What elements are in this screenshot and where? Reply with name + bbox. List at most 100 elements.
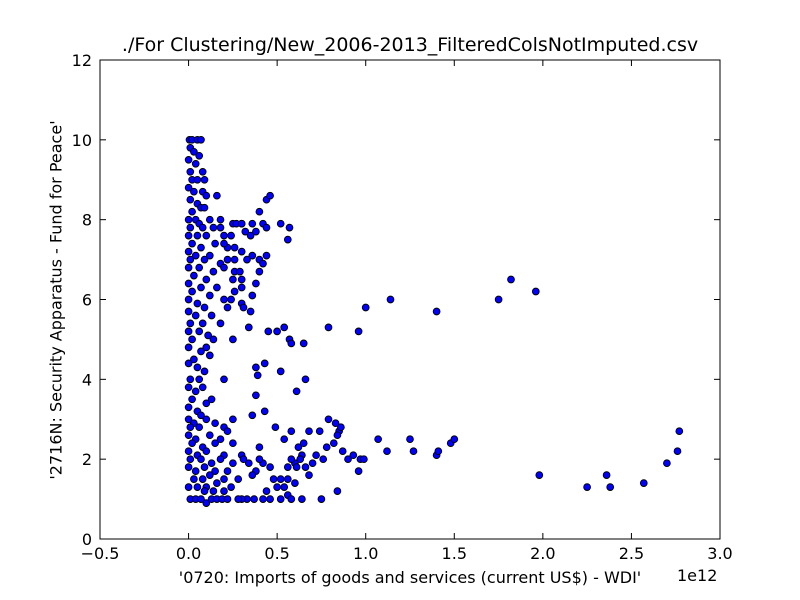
data-point: [184, 383, 193, 392]
data-point: [186, 255, 195, 264]
data-point: [606, 483, 615, 491]
data-point: [234, 495, 243, 503]
data-point: [531, 287, 540, 296]
data-point: [191, 159, 200, 168]
data-point: [663, 459, 671, 468]
data-point: [195, 263, 204, 272]
data-point: [193, 483, 202, 491]
data-point: [639, 479, 648, 487]
data-point: [329, 439, 338, 448]
data-point: [322, 443, 331, 452]
data-point: [213, 283, 221, 292]
data-point: [193, 231, 202, 240]
data-point: [190, 475, 198, 483]
data-point: [287, 455, 296, 464]
data-point: [184, 343, 193, 352]
data-point: [190, 355, 198, 364]
data-point: [220, 231, 228, 240]
data-point: [191, 387, 200, 396]
data-point: [193, 299, 202, 308]
data-point: [200, 367, 209, 376]
data-point: [276, 475, 285, 483]
data-point: [184, 247, 193, 256]
data-point: [229, 415, 237, 424]
data-point: [190, 147, 198, 156]
data-point: [197, 347, 205, 356]
data-point: [252, 363, 260, 372]
data-point: [331, 419, 340, 428]
data-point: [324, 323, 333, 332]
data-point: [337, 423, 345, 432]
data-point: [209, 335, 218, 344]
x-tick-label: −0.5: [81, 544, 120, 563]
data-point: [202, 275, 211, 284]
data-point: [287, 495, 296, 503]
data-point: [197, 455, 205, 464]
data-point: [344, 455, 352, 464]
data-point: [202, 415, 211, 424]
data-point: [188, 439, 196, 448]
data-point: [244, 459, 253, 468]
data-point: [223, 255, 232, 264]
data-point: [296, 455, 305, 464]
data-point: [200, 255, 209, 264]
data-point: [200, 175, 209, 184]
data-point: [223, 495, 232, 503]
data-point: [535, 471, 544, 479]
data-point: [246, 307, 255, 316]
data-point: [260, 407, 269, 416]
data-point: [184, 431, 193, 440]
x-axis-label: '0720: Imports of goods and services (cu…: [178, 568, 642, 587]
data-point: [229, 439, 237, 448]
chart-title: ./For Clustering/New_2006-2013_FilteredC…: [121, 34, 699, 56]
data-point: [349, 451, 358, 460]
y-tick-label: 8: [82, 211, 92, 230]
data-point: [276, 367, 285, 376]
data-point: [386, 295, 395, 304]
data-point: [197, 135, 205, 144]
data-point: [220, 239, 228, 248]
data-point: [184, 415, 193, 424]
data-point: [259, 495, 267, 503]
data-point: [209, 267, 218, 276]
x-tick-label: 2.0: [530, 544, 555, 563]
data-point: [227, 231, 235, 240]
data-point: [248, 411, 257, 420]
data-point: [291, 479, 299, 487]
data-point: [209, 487, 218, 495]
data-point: [264, 327, 273, 336]
data-point: [262, 251, 271, 260]
data-point: [299, 339, 308, 348]
data-point: [354, 327, 363, 336]
data-point: [494, 295, 503, 304]
data-point: [205, 251, 214, 260]
data-point: [188, 287, 196, 296]
data-point: [195, 375, 204, 384]
data-point: [234, 475, 243, 483]
data-point: [190, 271, 198, 280]
data-point: [273, 483, 281, 491]
data-point: [269, 475, 278, 483]
data-point: [230, 243, 239, 252]
data-point: [184, 295, 193, 304]
data-point: [197, 411, 205, 420]
data-point: [262, 223, 271, 232]
data-point: [287, 427, 296, 436]
data-point: [236, 267, 244, 276]
data-point: [583, 483, 591, 491]
data-point: [283, 235, 292, 244]
data-point: [202, 499, 211, 507]
data-point: [237, 275, 246, 284]
data-point: [248, 219, 257, 228]
data-point: [191, 467, 200, 475]
data-point: [220, 263, 228, 272]
data-point: [198, 383, 207, 392]
data-point: [266, 495, 274, 503]
data-point: [292, 387, 301, 396]
data-point: [292, 463, 301, 471]
x-tick-label: 3.0: [707, 544, 732, 563]
data-point: [507, 275, 515, 284]
data-point: [200, 303, 209, 312]
data-point: [211, 439, 219, 448]
